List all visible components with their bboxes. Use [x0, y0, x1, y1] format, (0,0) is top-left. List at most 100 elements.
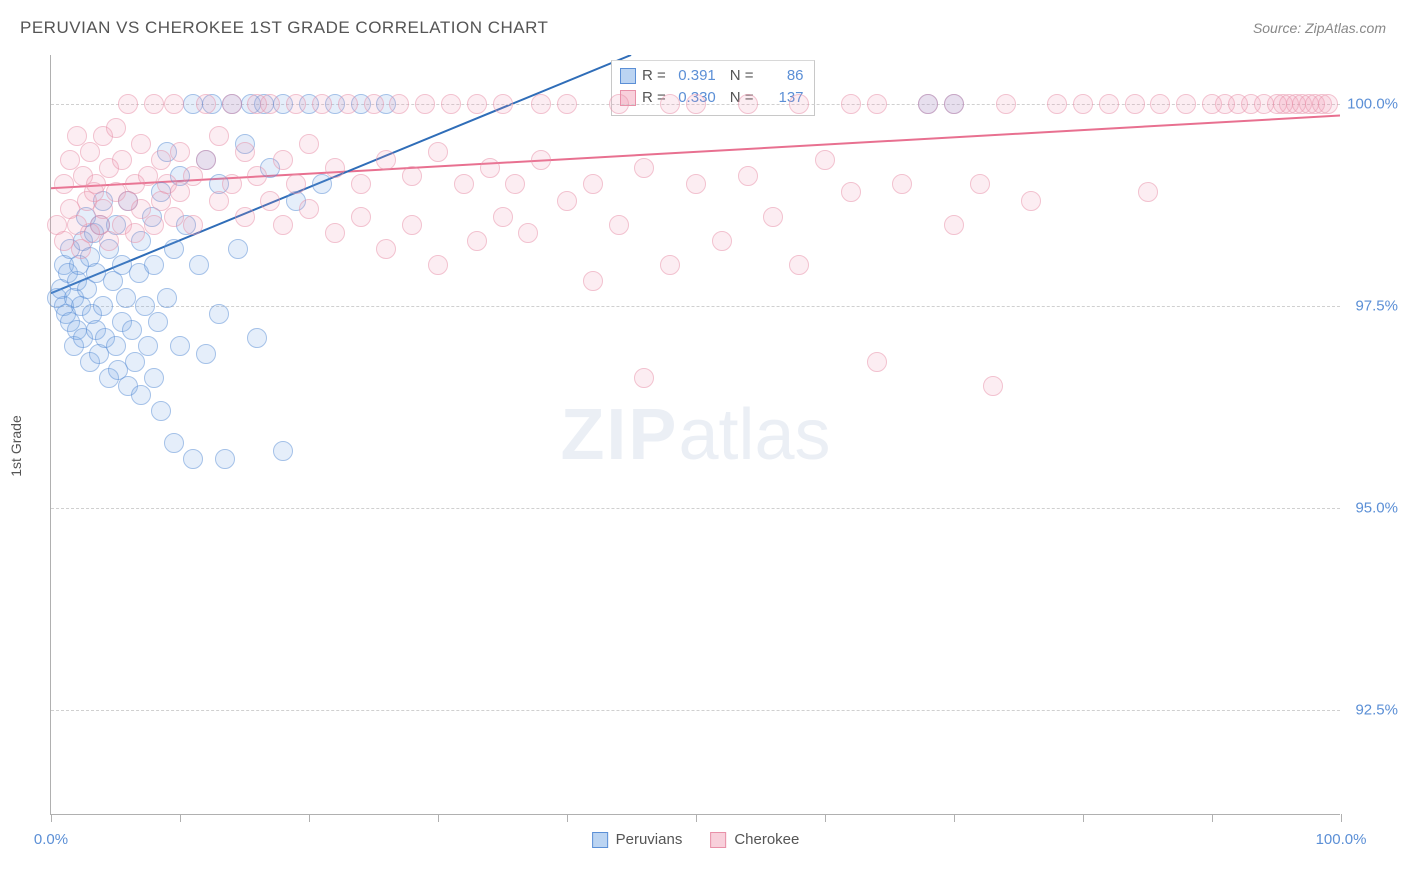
scatter-point-pink — [118, 94, 138, 114]
scatter-point-pink — [222, 94, 242, 114]
scatter-point-pink — [80, 142, 100, 162]
scatter-point-blue — [106, 336, 126, 356]
scatter-point-pink — [841, 94, 861, 114]
scatter-point-pink — [235, 142, 255, 162]
scatter-point-pink — [738, 94, 758, 114]
x-tick — [1341, 814, 1342, 822]
scatter-point-pink — [351, 207, 371, 227]
scatter-point-pink — [112, 150, 132, 170]
scatter-point-pink — [583, 271, 603, 291]
scatter-point-pink — [209, 191, 229, 211]
scatter-point-pink — [364, 94, 384, 114]
scatter-point-pink — [867, 352, 887, 372]
scatter-point-pink — [609, 94, 629, 114]
n-label: N = — [730, 65, 754, 87]
scatter-point-pink — [1318, 94, 1338, 114]
scatter-point-pink — [1099, 94, 1119, 114]
scatter-point-pink — [634, 368, 654, 388]
scatter-point-pink — [151, 150, 171, 170]
watermark-bold: ZIP — [560, 395, 678, 475]
scatter-point-pink — [609, 215, 629, 235]
scatter-point-blue — [247, 328, 267, 348]
x-tick — [309, 814, 310, 822]
scatter-point-blue — [164, 239, 184, 259]
scatter-point-pink — [286, 94, 306, 114]
scatter-point-blue — [170, 336, 190, 356]
scatter-point-pink — [1150, 94, 1170, 114]
gridline — [51, 306, 1340, 307]
scatter-point-pink — [235, 207, 255, 227]
scatter-point-pink — [518, 223, 538, 243]
scatter-point-pink — [376, 239, 396, 259]
scatter-point-pink — [125, 223, 145, 243]
y-tick-label: 95.0% — [1355, 499, 1398, 516]
scatter-point-pink — [996, 94, 1016, 114]
scatter-point-blue — [144, 368, 164, 388]
scatter-point-pink — [686, 94, 706, 114]
scatter-point-pink — [402, 215, 422, 235]
scatter-point-pink — [1047, 94, 1067, 114]
scatter-point-pink — [789, 255, 809, 275]
scatter-point-pink — [131, 134, 151, 154]
scatter-point-pink — [918, 94, 938, 114]
scatter-point-pink — [312, 94, 332, 114]
scatter-point-pink — [531, 150, 551, 170]
scatter-point-pink — [441, 94, 461, 114]
scatter-point-pink — [183, 215, 203, 235]
scatter-point-pink — [93, 199, 113, 219]
scatter-point-pink — [892, 174, 912, 194]
scatter-point-pink — [1125, 94, 1145, 114]
scatter-point-blue — [151, 401, 171, 421]
gridline — [51, 710, 1340, 711]
scatter-point-pink — [170, 182, 190, 202]
scatter-point-blue — [209, 304, 229, 324]
scatter-point-pink — [286, 174, 306, 194]
scatter-point-pink — [467, 94, 487, 114]
scatter-point-blue — [122, 320, 142, 340]
scatter-point-pink — [402, 166, 422, 186]
scatter-point-pink — [222, 174, 242, 194]
scatter-point-blue — [157, 288, 177, 308]
scatter-point-pink — [338, 94, 358, 114]
scatter-point-pink — [415, 94, 435, 114]
scatter-point-pink — [944, 215, 964, 235]
scatter-point-pink — [376, 150, 396, 170]
scatter-point-pink — [1073, 94, 1093, 114]
scatter-point-pink — [86, 174, 106, 194]
scatter-point-pink — [273, 150, 293, 170]
scatter-point-blue — [273, 441, 293, 461]
scatter-point-pink — [1021, 191, 1041, 211]
scatter-point-blue — [189, 255, 209, 275]
scatter-point-pink — [1176, 94, 1196, 114]
scatter-point-pink — [944, 94, 964, 114]
scatter-point-pink — [144, 94, 164, 114]
gridline — [51, 508, 1340, 509]
scatter-point-pink — [144, 215, 164, 235]
watermark-light: atlas — [678, 395, 830, 475]
scatter-point-pink — [260, 191, 280, 211]
scatter-point-pink — [634, 158, 654, 178]
r-value: 0.391 — [672, 65, 716, 87]
x-tick — [438, 814, 439, 822]
scatter-point-pink — [196, 94, 216, 114]
scatter-point-pink — [183, 166, 203, 186]
scatter-point-pink — [428, 255, 448, 275]
scatter-point-pink — [660, 255, 680, 275]
scatter-point-pink — [299, 134, 319, 154]
scatter-point-blue — [228, 239, 248, 259]
title-bar: PERUVIAN VS CHEROKEE 1ST GRADE CORRELATI… — [20, 18, 1386, 38]
legend-item-blue: Peruvians — [592, 831, 683, 848]
scatter-point-pink — [467, 231, 487, 251]
swatch-pink-icon — [710, 832, 726, 848]
x-tick — [1212, 814, 1213, 822]
scatter-point-pink — [660, 94, 680, 114]
plot-area: ZIPatlas R =0.391N =86R =0.330N =137 Per… — [50, 55, 1340, 815]
scatter-point-pink — [247, 166, 267, 186]
scatter-point-pink — [389, 94, 409, 114]
scatter-point-pink — [196, 150, 216, 170]
legend-label: Cherokee — [734, 831, 799, 848]
x-tick-label: 0.0% — [34, 831, 68, 848]
legend-label: Peruvians — [616, 831, 683, 848]
source-label: Source: ZipAtlas.com — [1253, 20, 1386, 36]
scatter-point-blue — [312, 174, 332, 194]
